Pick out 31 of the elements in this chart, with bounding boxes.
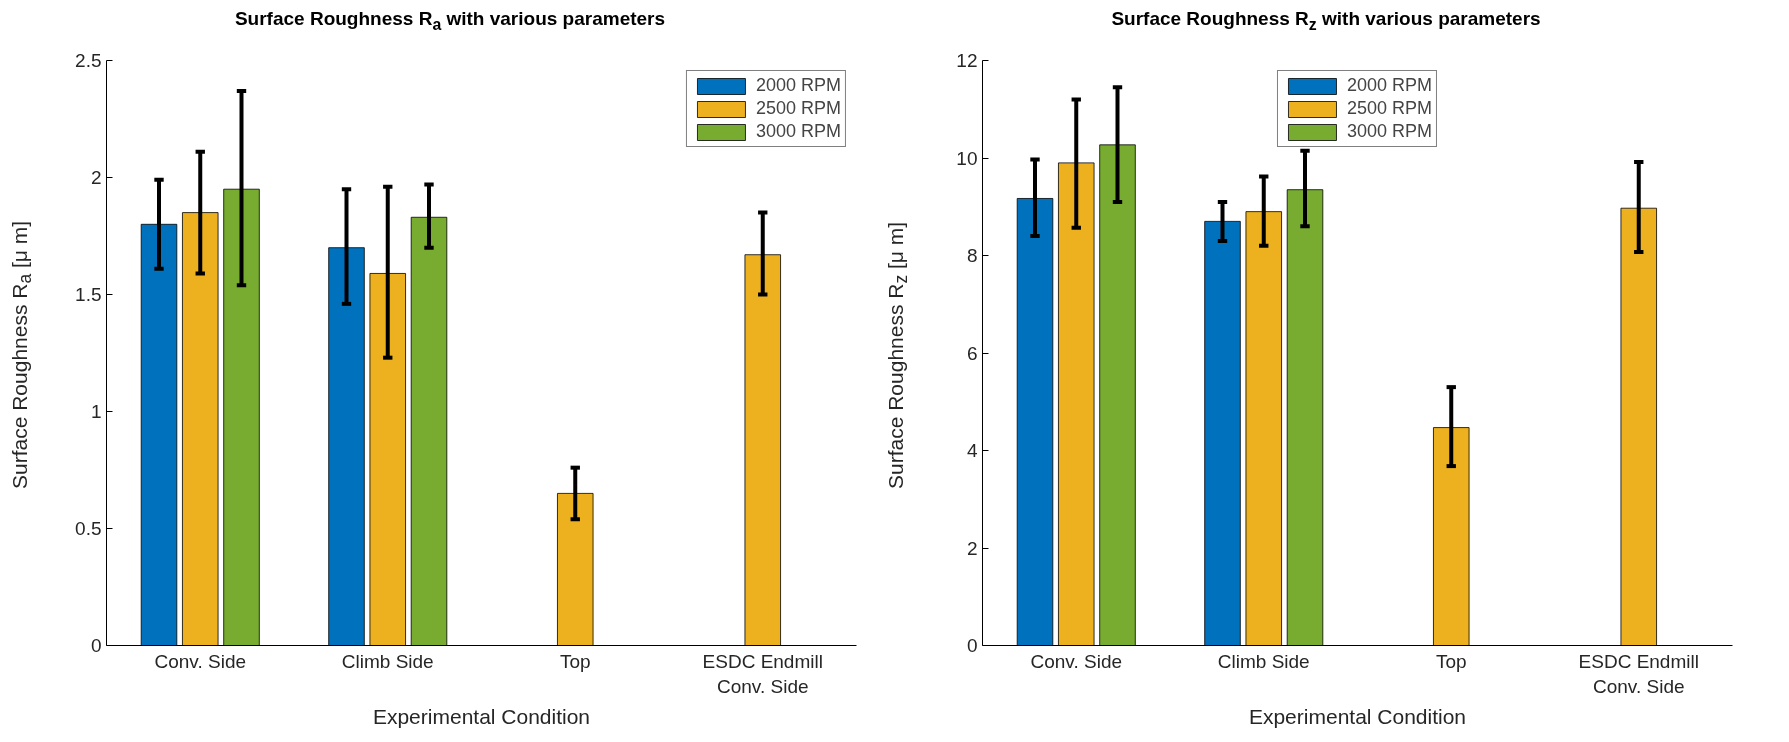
- legend-label: 3000 RPM: [755, 121, 841, 142]
- x-tick-label: ESDC Endmill Conv. Side: [702, 650, 823, 697]
- x-tick-label: Climb Side: [1217, 650, 1310, 672]
- legend-label: 3000 RPM: [1346, 121, 1433, 142]
- x-tick-label: Top: [1435, 650, 1467, 672]
- y-tick-label: 0: [90, 635, 102, 656]
- y-tick-label: 1: [90, 401, 102, 422]
- y-tick-label: 4: [966, 440, 978, 461]
- y-tick-label: 0.5: [75, 518, 102, 539]
- x-tick-label: Conv. Side: [154, 650, 247, 672]
- chart-title: Surface Roughness R$_{a}$ with various parameters: [234, 7, 666, 35]
- legend-label: 2000 RPM: [1346, 75, 1433, 96]
- x-tick-label: Climb Side: [341, 650, 434, 672]
- y-tick-label: 2.5: [75, 50, 102, 71]
- y-tick-label: 6: [966, 342, 978, 364]
- x-tick-label: Conv. Side: [1030, 650, 1123, 672]
- x-axis-title: Experimental Condition: [1248, 704, 1467, 728]
- legend-label: 2000 RPM: [755, 75, 841, 96]
- y-tick-label: 8: [966, 245, 978, 266]
- chart-title: Surface Roughness R$_{z}$ with various parameters: [1111, 7, 1541, 35]
- y-tick-label: 10: [956, 147, 978, 169]
- y-tick-label: 2: [90, 167, 102, 188]
- y-tick-label: 12: [956, 50, 978, 71]
- y-tick-label: 0: [966, 635, 978, 656]
- y-tick-label: 2: [966, 537, 978, 559]
- legend-label: 2500 RPM: [1346, 98, 1433, 119]
- y-tick-label: 1.5: [75, 284, 102, 305]
- x-axis-title: Experimental Condition: [372, 704, 591, 728]
- x-tick-label: Top: [559, 650, 591, 672]
- x-tick-label: ESDC Endmill Conv. Side: [1578, 650, 1699, 697]
- legend-label: 2500 RPM: [755, 98, 841, 119]
